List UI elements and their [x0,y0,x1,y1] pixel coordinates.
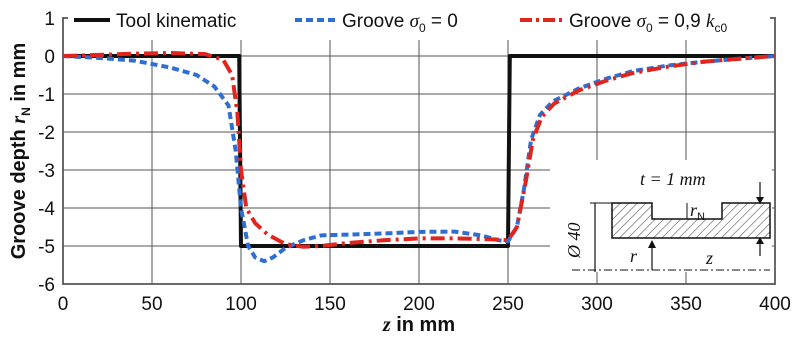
y-tick-label: -3 [38,161,55,182]
y-tick-label: -1 [38,85,55,106]
inset-r-axis-label: r [630,246,638,266]
inset-t-arrowhead [756,197,764,204]
series-layer [62,51,776,264]
y-tick-label: -6 [38,275,55,296]
x-tick-label: 100 [225,294,257,315]
inset-z-axis-label: z [705,248,713,268]
inset-schematic: t = 1 mm rN Ø 40 r z [550,160,772,272]
y-axis-title: Groove depth rN in mm [8,43,33,260]
x-tick-label: 300 [581,294,613,315]
y-tick-label: 1 [44,9,55,30]
x-tick-label: 350 [670,294,702,315]
legend-label-tool: Tool kinematic [116,11,236,32]
legend-label-groove-0: Groove σ0 = 0 [342,11,458,35]
y-tick-label: -2 [38,123,55,144]
x-tick-label: 150 [314,294,346,315]
series-groove-sigma-09 [62,51,776,249]
inset-r-arrowhead [648,240,656,248]
x-tick-label: 250 [492,294,524,315]
legend: Tool kinematic Groove σ0 = 0 Groove σ0 =… [74,11,727,35]
x-tick-label: 200 [403,294,435,315]
x-tick-label: 0 [58,294,69,315]
y-tick-label: -4 [38,199,55,220]
y-tick-label: -5 [38,237,55,258]
x-axis-title: z in mm [382,314,455,336]
inset-diameter-label: Ø 40 [564,223,584,260]
x-tick-label: 50 [141,294,162,315]
tick-labels: 0 50 100 150 200 250 300 350 400 1 0 -1 -2 -3 -4 -5 -6 [38,9,791,315]
inset-t-label: t = 1 mm [640,169,706,189]
inset-t-arrowhead-bottom [756,237,764,244]
legend-label-groove-09: Groove σ0 = 0,9 kc0 [569,11,727,35]
inset-rn-label: rN [690,200,705,223]
inset-workpiece [611,202,771,239]
legend-background [68,4,770,40]
y-tick-label: 0 [44,47,55,68]
x-tick-label: 400 [759,294,791,315]
